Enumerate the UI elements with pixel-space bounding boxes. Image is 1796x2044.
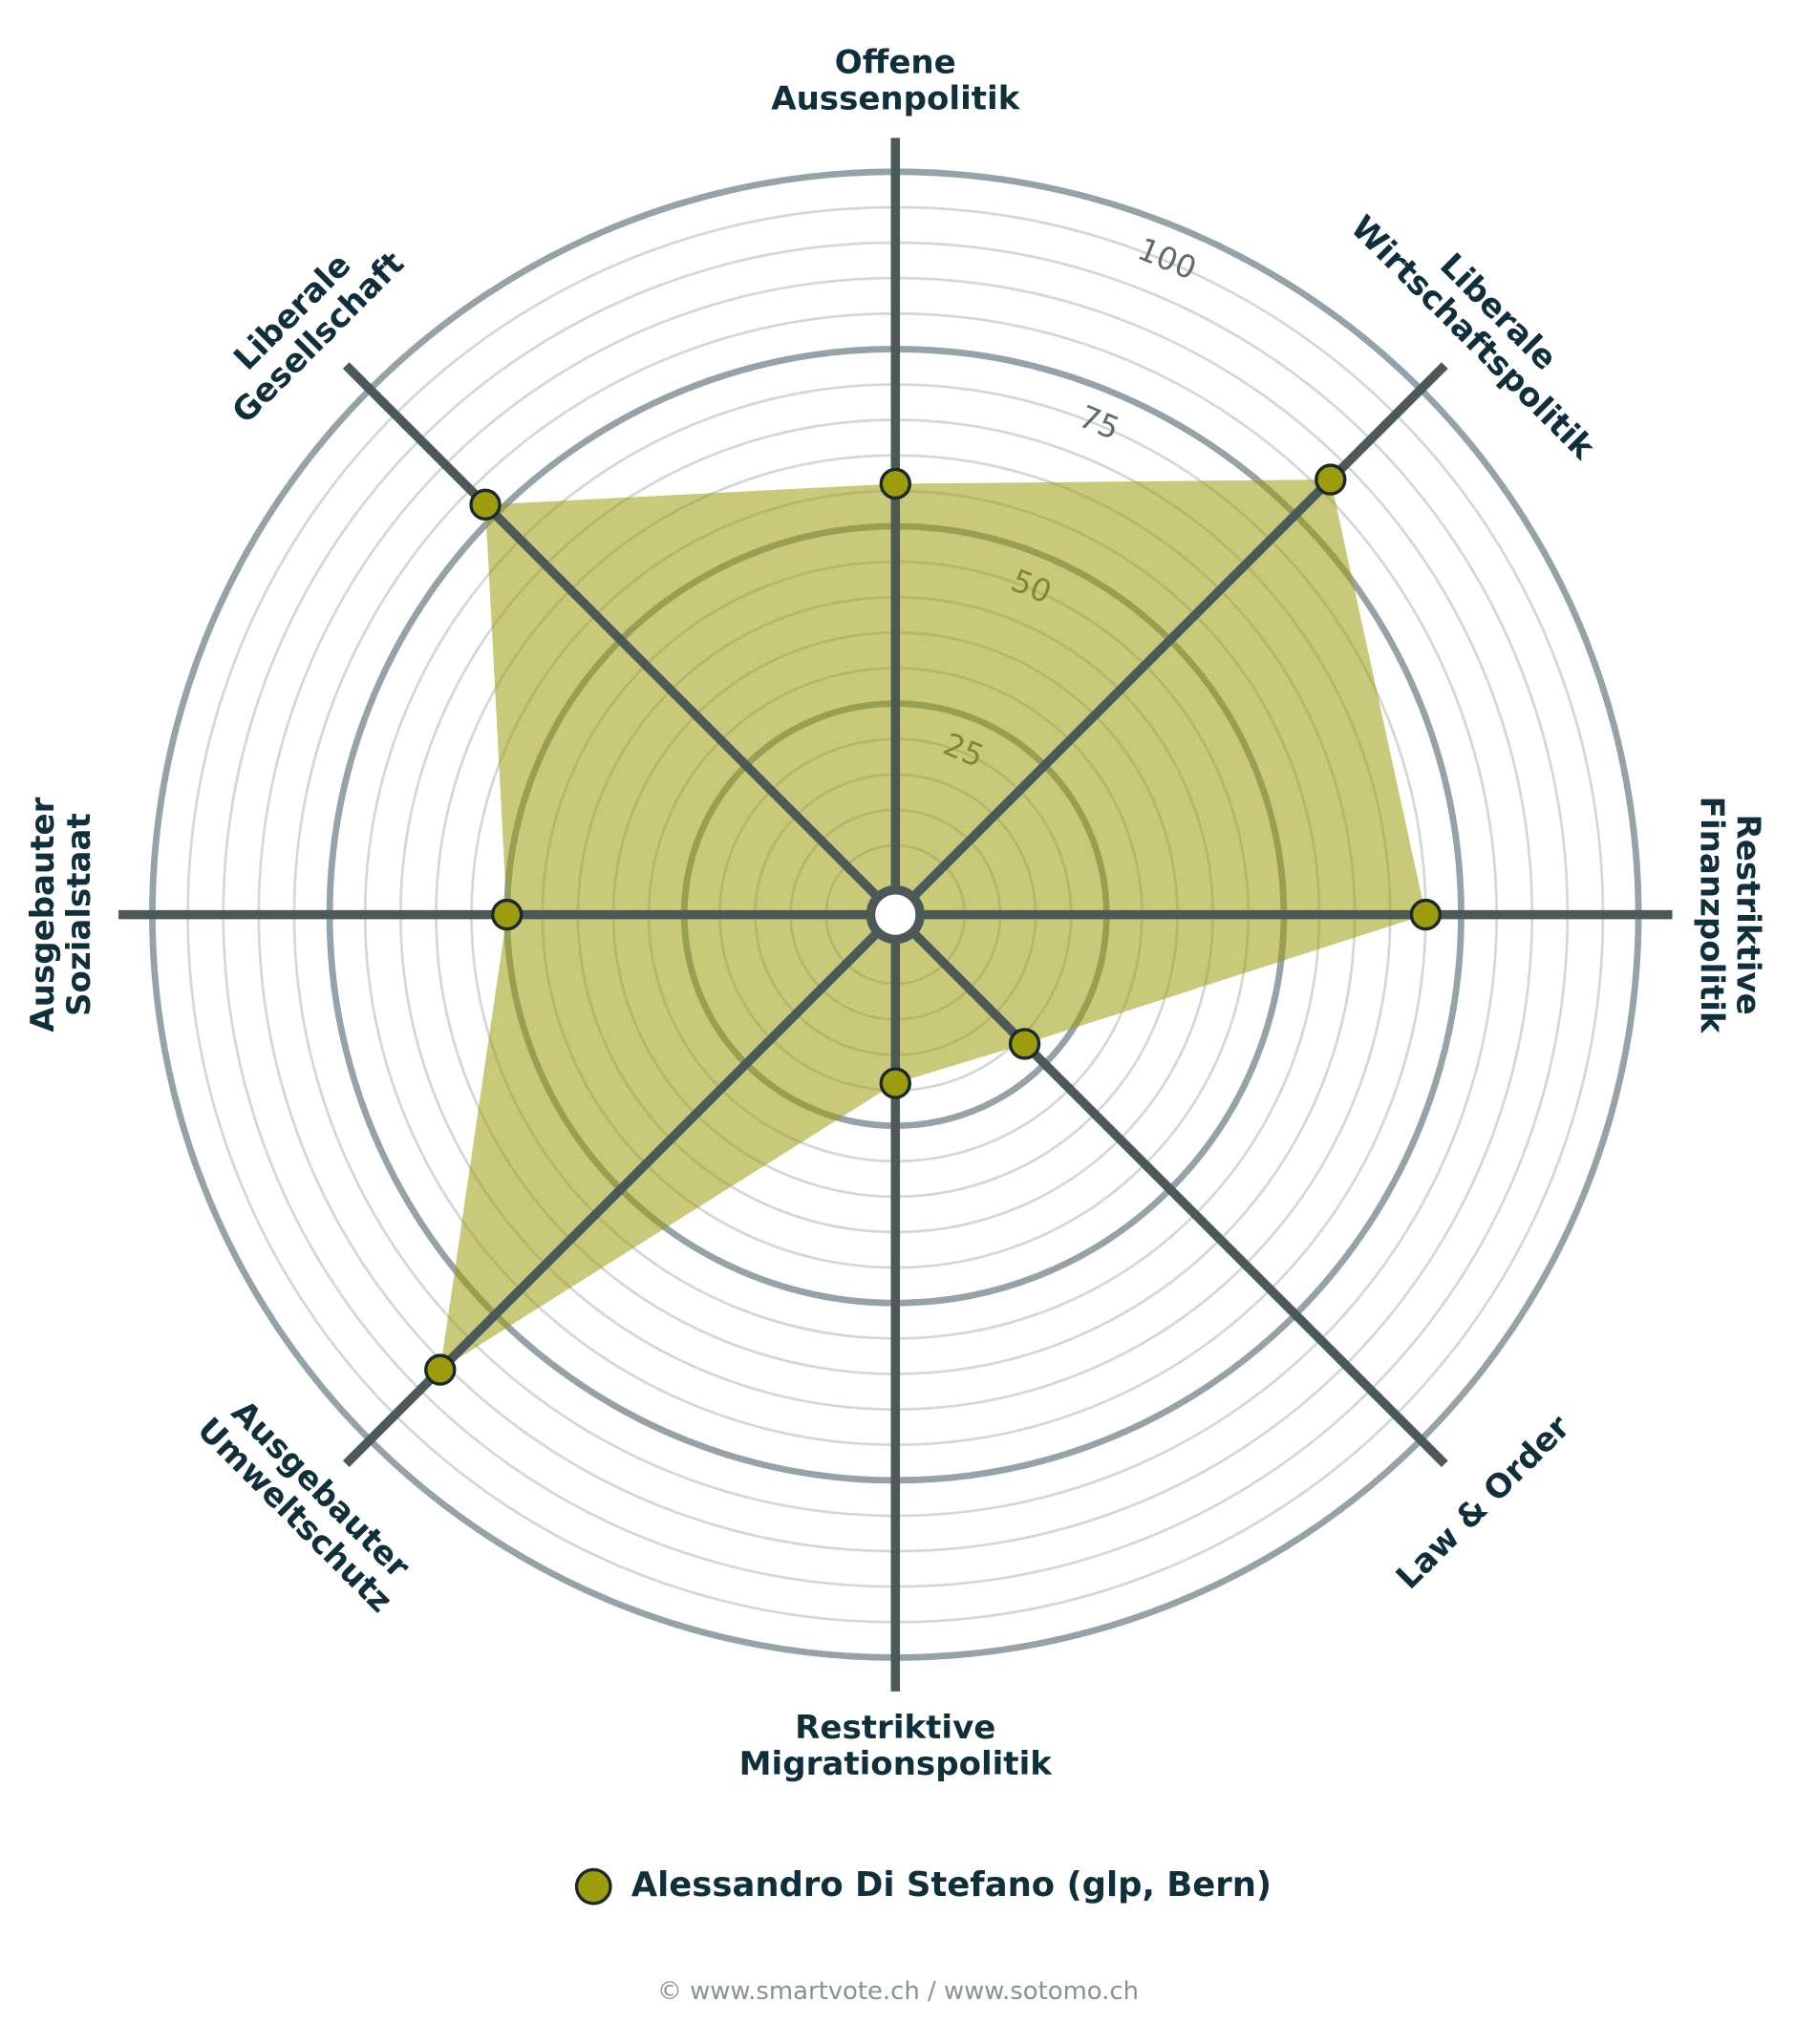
axis-label-line: Offene <box>835 43 956 81</box>
data-point <box>424 1353 457 1386</box>
axis-label-line: Migrationspolitik <box>739 1745 1054 1783</box>
data-point <box>1008 1028 1041 1060</box>
data-point <box>1315 463 1347 496</box>
legend-label: Alessandro Di Stefano (glp, Bern) <box>631 1865 1272 1905</box>
axis-spoke <box>342 362 881 900</box>
data-point <box>469 488 502 522</box>
axis-label-line: Sozialstaat <box>60 813 98 1016</box>
data-point <box>490 898 524 931</box>
center-hole <box>866 884 925 945</box>
axis-label-line: Ausgebauter <box>24 797 62 1032</box>
tick-label: 100 <box>1133 231 1202 287</box>
footer: © www.smartvote.ch / www.sotomo.ch <box>657 1977 1139 2006</box>
axis-label-line: Restriktive <box>1729 815 1767 1015</box>
axis-label-line: Restriktive <box>795 1709 995 1747</box>
data-point <box>1409 898 1443 931</box>
data-point <box>879 1067 911 1099</box>
axis-label-line: Aussenpolitik <box>771 79 1020 117</box>
axis-spoke <box>910 929 1448 1468</box>
tick-label: 75 <box>1074 398 1124 447</box>
axis-spoke <box>910 362 1448 900</box>
axis-label-line: Finanzpolitik <box>1693 797 1731 1034</box>
data-point <box>879 467 911 500</box>
legend-marker <box>574 1867 612 1906</box>
